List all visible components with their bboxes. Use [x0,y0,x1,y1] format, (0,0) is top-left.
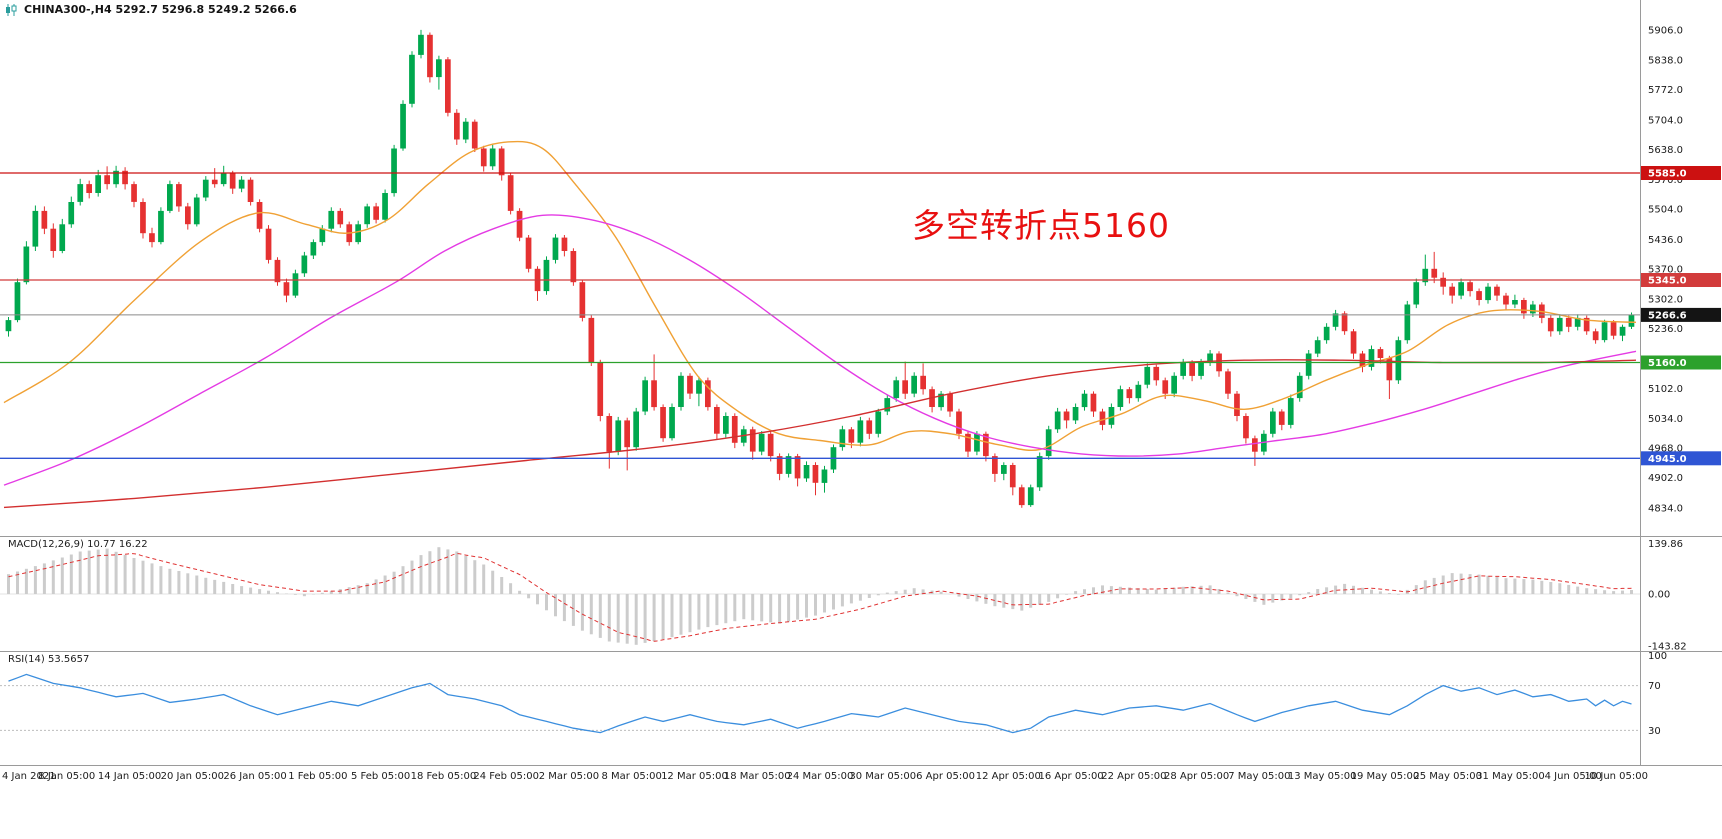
symbol-ohlc-text: CHINA300-,H4 5292.7 5296.8 5249.2 5266.6 [24,3,297,16]
price-tick-label: 5704.0 [1648,115,1683,126]
macd-axis-label: -143.82 [1648,641,1687,652]
axis-price-badge-label: 5160.0 [1648,358,1687,369]
time-axis-label: 13 May 05:00 [1288,771,1357,782]
time-axis-label: 10 Jun 05:00 [1584,771,1648,782]
axis-price-badge-label: 5585.0 [1648,169,1687,180]
annotation-text[interactable]: 多空转折点5160 [912,206,1170,245]
price-tick-label: 5772.0 [1648,85,1683,96]
time-axis-label: 18 Feb 05:00 [411,771,477,782]
axis-price-badge [1641,166,1721,180]
time-axis-label: 4 Jun 05:00 [1545,771,1602,782]
price-axis: 5906.0 5838.0 5772.0 5704.0 5638.0 5570.0 5504… [1640,0,1721,765]
time-axis-label: 18 Mar 05:00 [724,771,791,782]
axis-price-badge [1641,273,1721,287]
price-tick-label: 5370.0 [1648,264,1683,275]
time-axis-label: 30 Mar 05:00 [849,771,916,782]
time-axis-label: 31 May 05:00 [1476,771,1545,782]
time-axis-label: 8 Jan 05:00 [38,771,95,782]
rsi-axis-label: 100 [1648,651,1667,662]
rsi-label: RSI(14) 53.5657 [8,654,90,665]
macd-signal-line [8,553,1632,642]
moving-averages-layer [3,140,1637,509]
axis-price-badge [1641,307,1721,322]
candles-layer [5,29,1635,508]
axis-price-badge-label: 5345.0 [1648,276,1687,287]
time-axis-label: 25 May 05:00 [1413,771,1482,782]
time-axis-label: 20 Jan 05:00 [161,771,224,782]
ma-slow-red [3,359,1637,509]
price-tick-label: 5504.0 [1648,205,1683,216]
price-tick-label: 5102.0 [1648,384,1683,395]
time-axis-label: 2 Mar 05:00 [539,771,599,782]
time-axis-label: 28 Apr 05:00 [1164,771,1229,782]
price-tick-label: 5906.0 [1648,25,1683,36]
price-tick-label: 5436.0 [1648,235,1683,246]
macd-axis-label: 139.86 [1648,539,1683,550]
price-tick-label: 4834.0 [1648,503,1683,514]
time-axis-label: 1 Feb 05:00 [288,771,347,782]
price-tick-label: 5236.0 [1648,324,1683,335]
time-axis-label: 5 Feb 05:00 [351,771,410,782]
axis-price-badge [1641,355,1721,370]
price-tick-label: 4968.0 [1648,444,1683,455]
ma-fast-orange [3,140,1637,452]
macd-layer [0,547,1640,645]
axis-price-badge-label: 4945.0 [1648,454,1687,465]
price-tick-label: 5570.0 [1648,175,1683,186]
rsi-layer [0,673,1640,734]
axis-price-badge-label: 5266.6 [1648,310,1687,321]
price-tick-label: 5838.0 [1648,56,1683,67]
time-axis-label: 22 Apr 05:00 [1101,771,1166,782]
price-tick-label: 5638.0 [1648,145,1683,156]
panel-separators [0,536,1722,766]
rsi-line [8,673,1632,734]
macd-axis-label: 0.00 [1648,590,1670,601]
price-tick-label: 5302.0 [1648,295,1683,306]
time-axis-label: 12 Mar 05:00 [661,771,728,782]
macd-label: MACD(12,26,9) 10.77 16.22 [8,539,148,550]
rsi-axis-label: 30 [1648,726,1661,737]
time-axis-label: 19 May 05:00 [1351,771,1420,782]
chart-icon [5,3,19,16]
rsi-axis-label: 70 [1648,681,1661,692]
time-axis-label: 26 Jan 05:00 [223,771,286,782]
time-axis-label: 4 Jan 2021 [2,771,56,782]
ma-mid-magenta [3,214,1637,486]
hlines-layer [0,172,1640,459]
axis-price-badge [1641,451,1721,466]
time-axis-label: 24 Feb 05:00 [473,771,539,782]
time-axis-label: 12 Apr 05:00 [976,771,1041,782]
symbol-ohlc-header: CHINA300-,H4 5292.7 5296.8 5249.2 5266.6 [5,3,297,16]
price-tick-label: 4902.0 [1648,473,1683,484]
time-axis-label: 7 May 05:00 [1228,771,1290,782]
time-axis-label: 16 Apr 05:00 [1038,771,1103,782]
time-axis-label: 14 Jan 05:00 [98,771,161,782]
time-axis-label: 6 Apr 05:00 [916,771,975,782]
time-axis-label: 8 Mar 05:00 [601,771,661,782]
price-tick-label: 5034.0 [1648,414,1683,425]
time-axis-label: 24 Mar 05:00 [787,771,854,782]
